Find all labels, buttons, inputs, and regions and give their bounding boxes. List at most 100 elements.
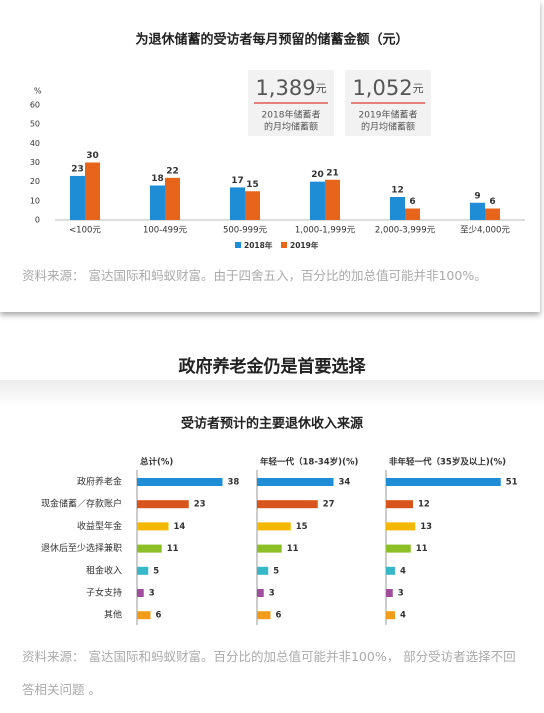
data-label: 11	[416, 544, 428, 554]
annotation-amount-number: 1,052	[352, 76, 412, 100]
bar	[137, 611, 151, 620]
data-label: 13	[420, 522, 432, 532]
bar	[257, 500, 318, 509]
legend-swatch	[235, 242, 241, 248]
data-label: 34	[339, 478, 351, 488]
x-tick-label: 至少4,000元	[460, 226, 510, 236]
data-label: 22	[166, 166, 179, 176]
x-tick-label: 100-499元	[143, 226, 188, 236]
bar	[257, 544, 282, 553]
bar	[386, 566, 395, 575]
chart-title: 受访者预计的主要退休收入来源	[181, 416, 363, 432]
annotation-text: 的月均储蓄额	[264, 121, 318, 133]
bar	[137, 500, 189, 509]
data-label: 6	[409, 197, 415, 207]
data-label: 11	[287, 544, 299, 554]
bar	[386, 500, 413, 509]
data-label: 4	[400, 611, 406, 621]
y-tick-label: 20	[30, 177, 40, 186]
data-label: 6	[489, 197, 495, 207]
source-note: 资料来源： 富达国际和蚂蚁财富。百分比的加总值可能并非100%， 部分受访者选择…	[22, 649, 516, 697]
data-label: 6	[276, 611, 282, 621]
y-tick-label: 40	[30, 139, 40, 148]
bar	[257, 611, 271, 620]
bar	[85, 162, 100, 220]
bar	[137, 589, 144, 597]
annotation-amount-number: 1,389	[255, 76, 315, 100]
category-label: 退休后至少选择兼职	[41, 542, 122, 554]
annotation-text: 2018年储蓄者	[262, 109, 321, 121]
category-label: 收益型年金	[77, 520, 122, 532]
data-label: 23	[71, 164, 84, 174]
legend-label: 2019年	[290, 240, 319, 250]
data-label: 6	[156, 611, 162, 621]
y-tick-label: 0	[35, 216, 40, 225]
bar	[257, 566, 269, 575]
bar	[405, 208, 420, 220]
bar	[245, 191, 260, 220]
annotation-amount: 1,389元	[255, 76, 326, 100]
data-label: 15	[246, 180, 259, 190]
bar	[230, 187, 245, 220]
data-label: 51	[506, 478, 518, 488]
y-tick-label: 50	[30, 120, 40, 129]
y-axis-unit: %	[34, 87, 42, 96]
data-label: 15	[296, 522, 308, 532]
bar	[386, 522, 416, 531]
bar	[150, 185, 165, 220]
data-label: 3	[269, 589, 275, 599]
y-tick-label: 30	[30, 158, 40, 167]
bar	[310, 181, 325, 220]
x-tick-label: <100元	[69, 226, 101, 236]
data-label: 4	[400, 566, 406, 576]
data-label: 3	[149, 589, 155, 599]
bar	[137, 566, 149, 575]
annotation-amount-unit: 元	[413, 82, 424, 95]
data-label: 9	[474, 191, 480, 201]
data-label: 17	[231, 176, 244, 186]
panel-header: 年轻一代（18-34岁)(%)	[260, 457, 358, 468]
data-label: 30	[86, 151, 99, 161]
bar	[386, 589, 393, 597]
y-tick-label: 10	[30, 196, 40, 205]
y-tick-label: 60	[30, 101, 40, 110]
panel-header: 非年轻一代（35岁及以上)(%)	[389, 457, 506, 468]
category-label: 其他	[104, 609, 122, 621]
bar	[257, 478, 334, 486]
bar	[257, 589, 264, 597]
data-label: 20	[311, 170, 324, 180]
data-label: 14	[174, 522, 186, 532]
bar	[386, 544, 411, 553]
bar	[386, 611, 395, 620]
legend-label: 2018年	[244, 240, 273, 250]
bar	[386, 478, 501, 486]
bar	[137, 544, 162, 553]
data-label: 21	[326, 168, 339, 178]
chart-title: 为退休储蓄的受访者每月预留的储蓄金额（元）	[135, 32, 408, 48]
data-label: 5	[153, 566, 159, 576]
data-label: 12	[418, 500, 430, 510]
data-label: 12	[391, 186, 404, 196]
annotation-text: 的月均储蓄额	[361, 121, 415, 133]
data-label: 38	[228, 478, 240, 488]
data-label: 3	[398, 589, 404, 599]
data-label: 18	[151, 174, 164, 184]
data-label: 23	[194, 500, 206, 510]
x-tick-label: 1,000-1,999元	[295, 226, 356, 236]
bar	[485, 208, 500, 220]
data-label: 27	[323, 500, 335, 510]
bar	[325, 179, 340, 220]
annotation-amount-unit: 元	[316, 82, 327, 95]
x-tick-label: 500-999元	[223, 226, 268, 236]
bar	[257, 522, 291, 531]
panel-header: 总计(%)	[140, 457, 173, 468]
category-label: 现金储蓄／存款账户	[41, 498, 122, 510]
annotation-amount: 1,052元	[352, 76, 423, 100]
data-label: 5	[273, 566, 279, 576]
bar	[137, 478, 223, 486]
card	[0, 0, 540, 312]
bar	[137, 522, 169, 531]
bar	[470, 202, 485, 220]
